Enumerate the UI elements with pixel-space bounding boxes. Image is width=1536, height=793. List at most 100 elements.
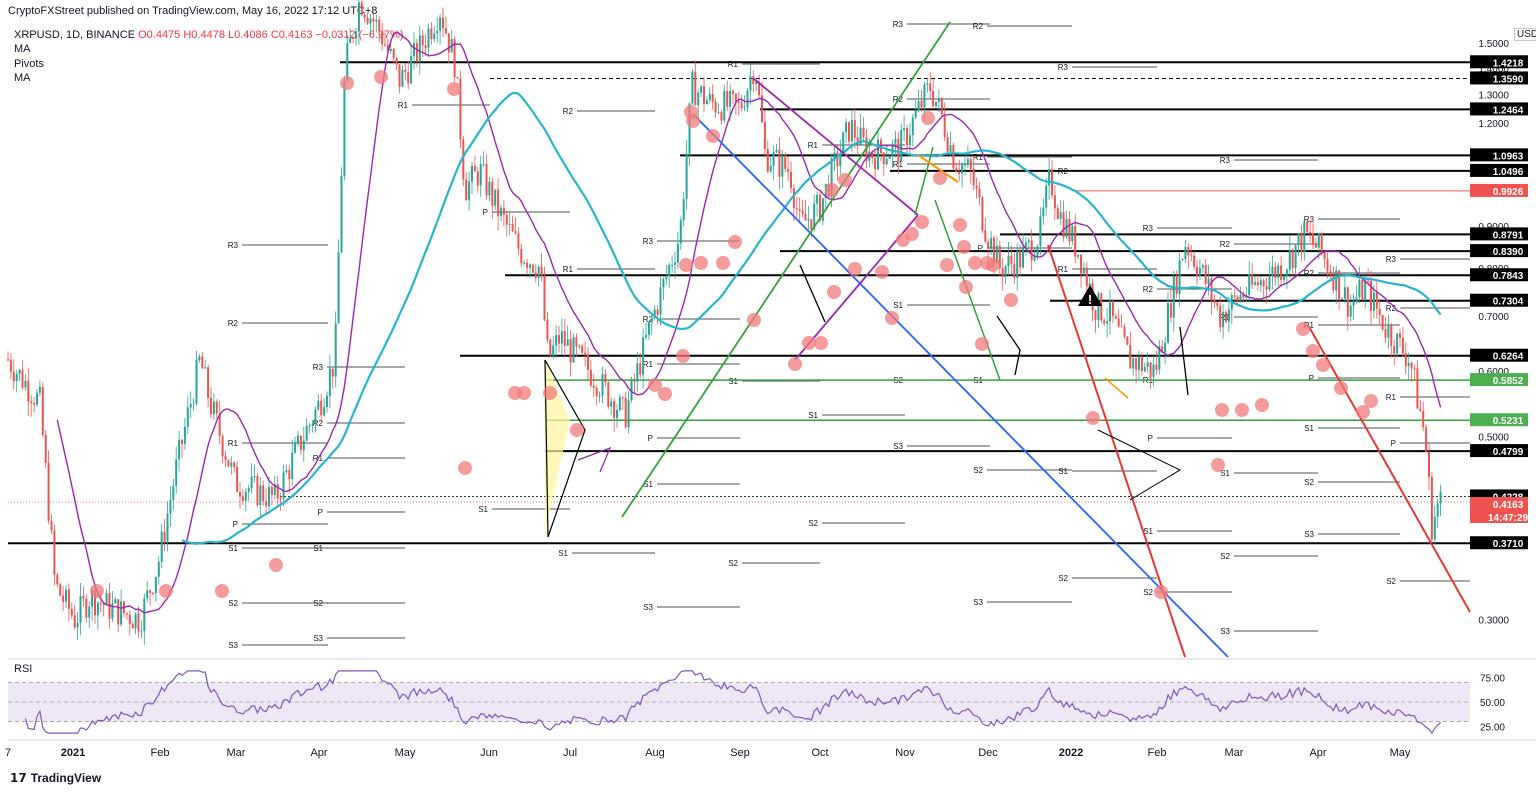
candle-body (195, 359, 198, 404)
pivot-label: R1 (728, 60, 739, 69)
candle-body (534, 272, 537, 278)
candle-body (183, 426, 186, 444)
price-label-bg (1470, 102, 1528, 116)
candle-body (932, 91, 935, 106)
candle-body (1283, 275, 1285, 281)
pivot-label: S3 (228, 641, 238, 650)
candle-body (723, 90, 726, 121)
candle-body (76, 622, 79, 628)
candle-body (871, 151, 874, 159)
pivot-label: R2 (1304, 269, 1315, 278)
pivot-circle-marker (269, 558, 283, 572)
candle-body (882, 152, 885, 165)
candle-body (9, 359, 12, 372)
candle-body (375, 19, 378, 22)
pivot-label: R3 (1386, 255, 1397, 264)
price-label-bg (1470, 148, 1528, 162)
pivot-label: R3 (643, 237, 654, 246)
pivot-label: S1 (893, 301, 903, 310)
candle-body (581, 345, 584, 353)
price-label: 1.0496 (1493, 167, 1524, 178)
candle-body (1317, 233, 1320, 248)
pivot-circle-marker (658, 387, 672, 401)
candle-body (94, 589, 96, 616)
candle-body (604, 374, 607, 383)
candle-body (642, 337, 645, 375)
indicator-ma-1[interactable]: MA (14, 43, 31, 55)
candle-body (1399, 333, 1401, 339)
candle-body (993, 237, 995, 264)
candle-body (79, 596, 82, 623)
candle-body (1114, 316, 1117, 319)
candle-body (352, 37, 355, 39)
tradingview-logo[interactable]: 𝟭𝟳 TradingView (10, 771, 101, 785)
candle-body (546, 319, 549, 340)
pivot-circle-marker (921, 111, 935, 125)
candle-body (1309, 231, 1312, 234)
pivot-label: S3 (313, 634, 323, 643)
candle-body (125, 613, 128, 615)
candle-body (659, 287, 662, 315)
pivot-circle-marker (905, 227, 919, 241)
candle-body (430, 28, 433, 40)
candle-body (900, 130, 903, 162)
candle-body (952, 145, 955, 169)
candle-body (1387, 325, 1390, 338)
candle-body (1181, 259, 1184, 261)
candle-body (853, 120, 856, 138)
price-label-bg (1470, 444, 1528, 458)
candle-body (813, 203, 816, 230)
candle-body (497, 189, 500, 217)
candle-body (398, 64, 401, 87)
pivot-circle-marker (676, 349, 690, 363)
pivot-label: R3 (1220, 156, 1231, 165)
pivot-circle-marker (747, 313, 761, 327)
candle-body (468, 181, 471, 201)
ohlc-open: O0.4475 (138, 29, 181, 41)
candle-body (1338, 270, 1341, 300)
candle-body (343, 81, 346, 177)
candle-body (305, 426, 308, 441)
pivot-label: R3 (1304, 215, 1315, 224)
candle-body (276, 484, 279, 499)
candle-body (531, 264, 534, 273)
candle-body (1433, 516, 1436, 540)
indicator-ma-2[interactable]: MA (14, 72, 31, 84)
candle-body (1271, 266, 1274, 277)
y-tick-label: 1.5000 (1478, 39, 1509, 50)
ohlc-close: C0.4163 (270, 29, 313, 41)
candle-body (215, 401, 218, 414)
candle-body (1080, 254, 1082, 274)
candle-body (433, 33, 436, 40)
y-tick-label: 0.3000 (1478, 615, 1509, 626)
candle-body (575, 337, 578, 347)
candle-body (1355, 297, 1358, 302)
candle-body (708, 94, 711, 101)
candle-body (459, 78, 462, 140)
pivot-label: S1 (1143, 527, 1153, 536)
candle-body (1419, 408, 1422, 412)
candle-body (1068, 218, 1071, 242)
price-label-bg (1470, 55, 1528, 69)
candle-body (1416, 368, 1419, 409)
candle-body (949, 145, 952, 153)
candle-body (618, 397, 621, 411)
candle-body (453, 39, 456, 78)
price-label: 0.6264 (1493, 352, 1524, 363)
candle-body (1106, 321, 1109, 324)
pivot-label: S2 (808, 519, 818, 528)
candle-body (978, 188, 981, 198)
currency-badge[interactable]: USD (1514, 28, 1536, 41)
candle-body (769, 165, 772, 172)
pivot-label: R3 (1143, 224, 1154, 233)
candle-body (369, 18, 372, 24)
candle-body (331, 368, 334, 377)
candle-body (1045, 185, 1048, 208)
price-label: 0.4799 (1493, 447, 1524, 458)
candle-body (70, 609, 73, 616)
candle-body (15, 373, 18, 382)
indicator-pivots[interactable]: Pivots (14, 58, 44, 70)
pivot-circle-marker (933, 171, 947, 185)
price-label: 0.7304 (1493, 297, 1524, 308)
